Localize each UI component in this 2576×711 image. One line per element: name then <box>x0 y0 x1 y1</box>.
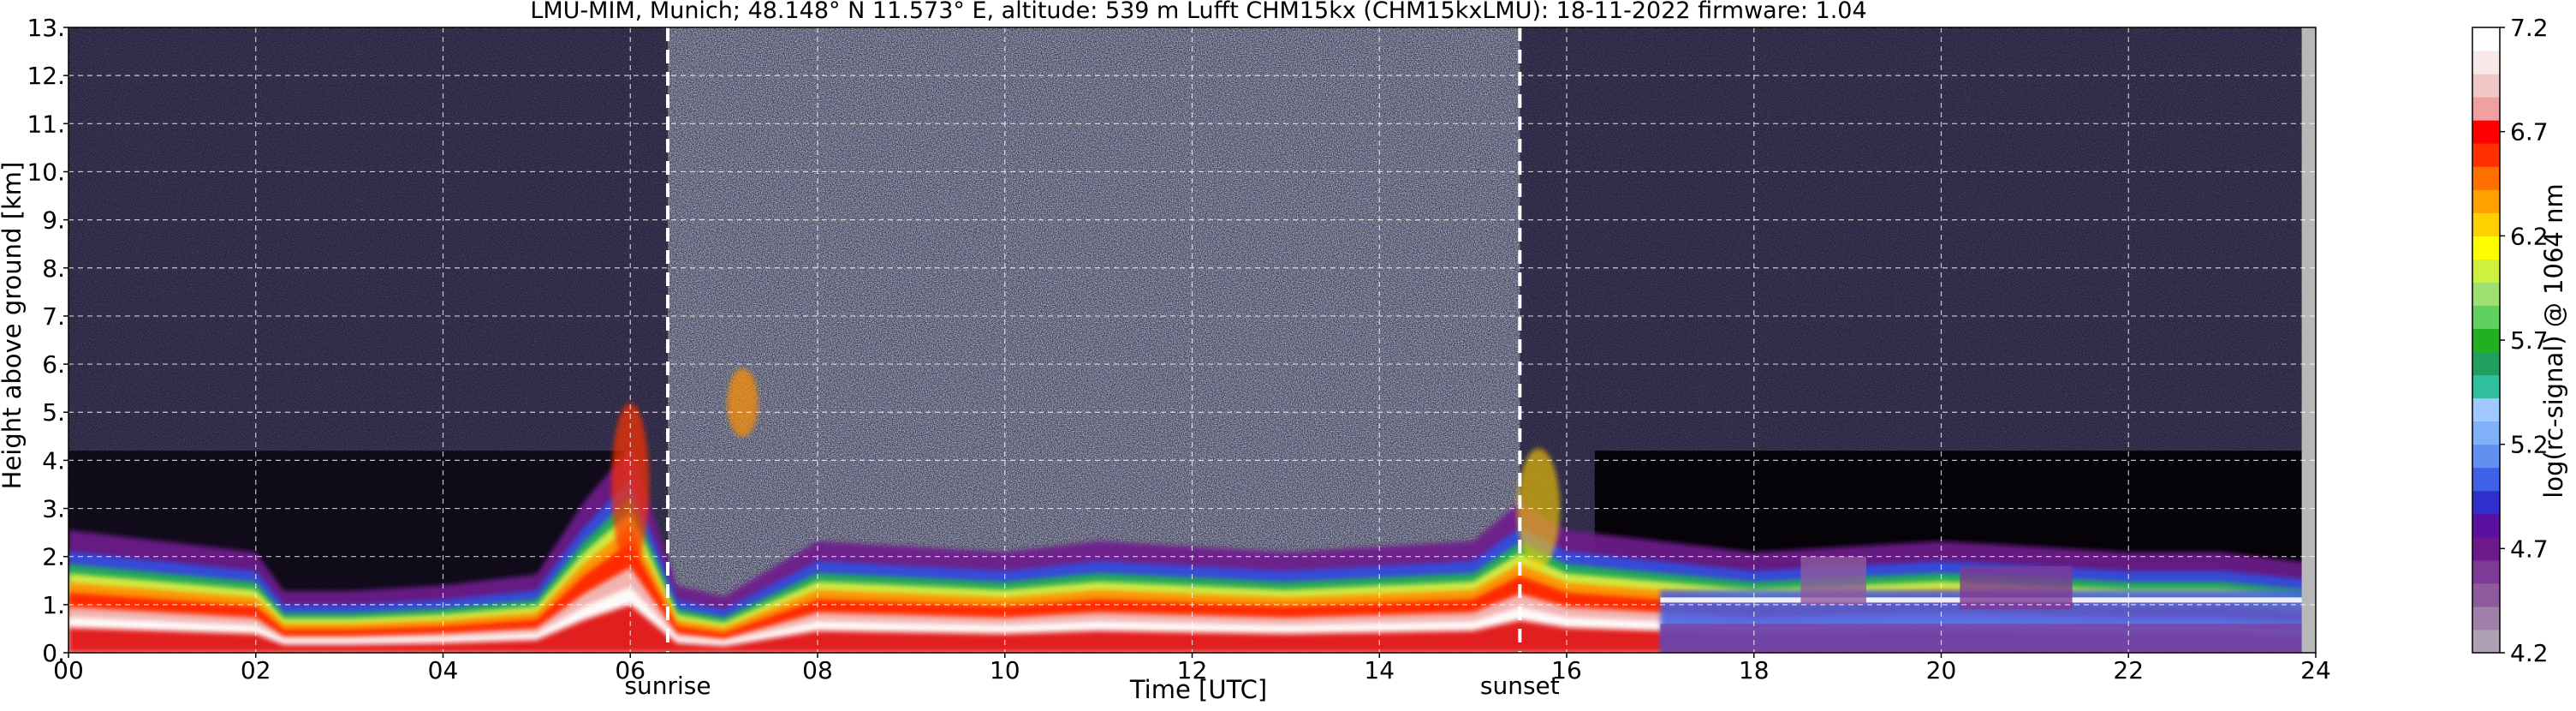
x-tick-label: 06 <box>615 656 645 684</box>
y-tick-label: 13. <box>27 14 65 42</box>
colorbar-tick-label: 4.2 <box>2510 639 2549 667</box>
y-tick-label: 2. <box>42 543 65 571</box>
cloud-patch <box>1800 556 1866 605</box>
colorbar-segment <box>2472 120 2500 144</box>
y-tick-label: 3. <box>42 495 65 523</box>
annotation-label: sunset <box>1480 672 1560 700</box>
colorbar-label: log(rc-signal) @ 1064 nm <box>2539 183 2568 498</box>
colorbar-segment <box>2472 143 2500 167</box>
colorbar-segment <box>2472 490 2500 515</box>
x-tick-label: 20 <box>1926 656 1957 684</box>
colorbar-segment <box>2472 328 2500 353</box>
x-axis-label: Time [UTC] <box>1129 675 1267 704</box>
x-tick-label: 12 <box>1177 656 1208 684</box>
x-tick-label: 10 <box>990 656 1020 684</box>
colorbar-segment <box>2472 259 2500 283</box>
cloud-patch <box>1960 565 2073 610</box>
colorbar-segment <box>2472 27 2500 51</box>
colorbar-segment <box>2472 236 2500 260</box>
colorbar-segment <box>2472 305 2500 329</box>
colorbar-segment <box>2472 51 2500 75</box>
y-tick-label: 12. <box>27 62 65 90</box>
colorbar-segment <box>2472 282 2500 306</box>
x-tick-label: 24 <box>2300 656 2331 684</box>
colorbar-segment <box>2472 74 2500 98</box>
y-tick-label: 11. <box>27 110 65 138</box>
x-tick-label: 04 <box>428 656 459 684</box>
y-tick-label: 1. <box>42 591 65 619</box>
colorbar-tick-label: 5.2 <box>2510 431 2549 459</box>
x-tick-label: 08 <box>802 656 833 684</box>
y-tick-label: 10. <box>27 158 65 186</box>
colorbar-segment <box>2472 421 2500 445</box>
colorbar-tick-label: 6.2 <box>2510 222 2549 250</box>
y-tick-label: 6. <box>42 350 65 379</box>
missing-data-strip <box>2301 27 2316 653</box>
colorbar-segment <box>2472 444 2500 469</box>
y-axis: 0. 1. 2. 3. 4. 5. 6. 7. 8. 9. 10. 11. 12. 13. <box>27 14 68 667</box>
sun-annotations: sunrise sunset <box>624 27 1560 700</box>
x-axis: 00 02 04 06 08 10 12 14 16 18 20 22 24 <box>53 653 2331 684</box>
y-tick-label: 7. <box>42 302 65 331</box>
colorbar-segment <box>2472 351 2500 376</box>
y-tick-label: 0. <box>42 639 65 667</box>
colorbar-segment <box>2472 166 2500 190</box>
x-tick-label: 02 <box>241 656 271 684</box>
y-tick-label: 4. <box>42 446 65 475</box>
x-tick-label: 18 <box>1739 656 1770 684</box>
y-tick-label: 8. <box>42 254 65 283</box>
colorbar-segment <box>2472 97 2500 121</box>
plume <box>727 368 759 437</box>
colorbar-segment <box>2472 397 2500 422</box>
fog-base <box>1660 624 2316 653</box>
colorbar-segment <box>2472 212 2500 236</box>
colorbar-segment <box>2472 536 2500 561</box>
colorbar-tick-label: 6.7 <box>2510 118 2549 146</box>
colorbar-segment <box>2472 559 2500 584</box>
colorbar-segment <box>2472 629 2500 654</box>
colorbar-segment <box>2472 583 2500 607</box>
colorbar-tick-label: 5.7 <box>2510 326 2549 355</box>
y-tick-label: 5. <box>42 398 65 427</box>
x-tick-label: 16 <box>1551 656 1582 684</box>
colorbar-segment <box>2472 513 2500 538</box>
x-tick-label: 22 <box>2113 656 2144 684</box>
colorbar-segment <box>2472 467 2500 492</box>
x-tick-label: 14 <box>1364 656 1395 684</box>
y-axis-label: Height above ground [km] <box>0 162 27 490</box>
colorbar-segment <box>2472 189 2500 213</box>
x-tick-label: 00 <box>53 656 84 684</box>
colorbar-tick-label: 7.2 <box>2510 14 2549 42</box>
chart-title: LMU-MIM, Munich; 48.148° N 11.573° E, al… <box>530 0 1866 24</box>
colorbar-segment <box>2472 606 2500 630</box>
colorbar-segment <box>2472 374 2500 399</box>
colorbar-tick-label: 4.7 <box>2510 535 2549 563</box>
y-tick-label: 9. <box>42 206 65 235</box>
colorbar: 4.2 4.7 5.2 5.7 6.2 6.7 7.2 <box>2472 14 2549 667</box>
annotation-label: sunrise <box>624 672 711 700</box>
